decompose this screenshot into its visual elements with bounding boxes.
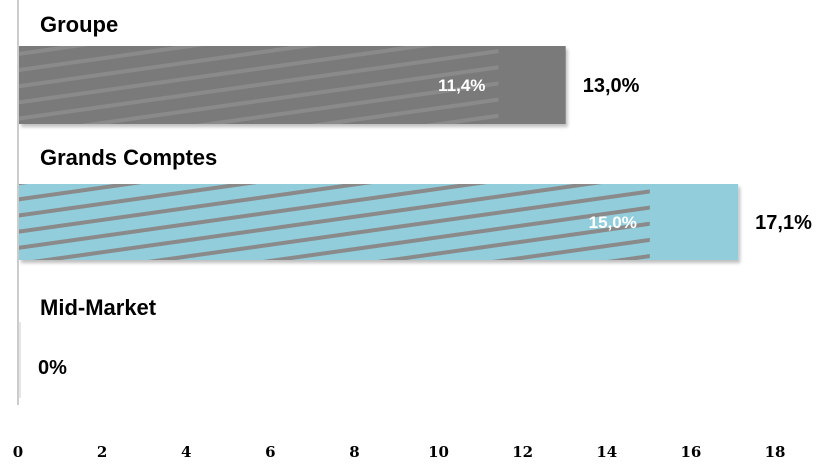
category-label-grands-comptes: Grands Comptes: [40, 145, 217, 170]
x-tick-label: 10: [428, 443, 449, 461]
x-tick-label: 16: [680, 443, 701, 461]
x-tick-label: 18: [765, 443, 786, 461]
x-tick-label: 8: [349, 443, 359, 461]
x-tick-label: 2: [97, 443, 107, 461]
value-label-total-grands-comptes: 17,1%: [755, 212, 812, 234]
bar-total-mid-market: [19, 322, 21, 398]
bar-hatched-groupe: [19, 46, 499, 124]
x-tick-label: 12: [512, 443, 533, 461]
x-tick-label: 4: [181, 443, 191, 461]
category-label-groupe: Groupe: [40, 12, 118, 37]
category-label-mid-market: Mid-Market: [40, 295, 157, 320]
value-label-total-mid-market: 0%: [38, 357, 67, 379]
x-tick-label: 6: [265, 443, 275, 461]
value-label-total-groupe: 13,0%: [583, 75, 640, 97]
value-label-hatched-groupe: 11,4%: [438, 76, 485, 95]
bar-hatched-grands-comptes: [19, 184, 650, 260]
x-tick-label: 14: [596, 443, 617, 461]
x-tick-label: 0: [13, 443, 23, 461]
value-label-hatched-grands-comptes: 15,0%: [589, 213, 637, 232]
